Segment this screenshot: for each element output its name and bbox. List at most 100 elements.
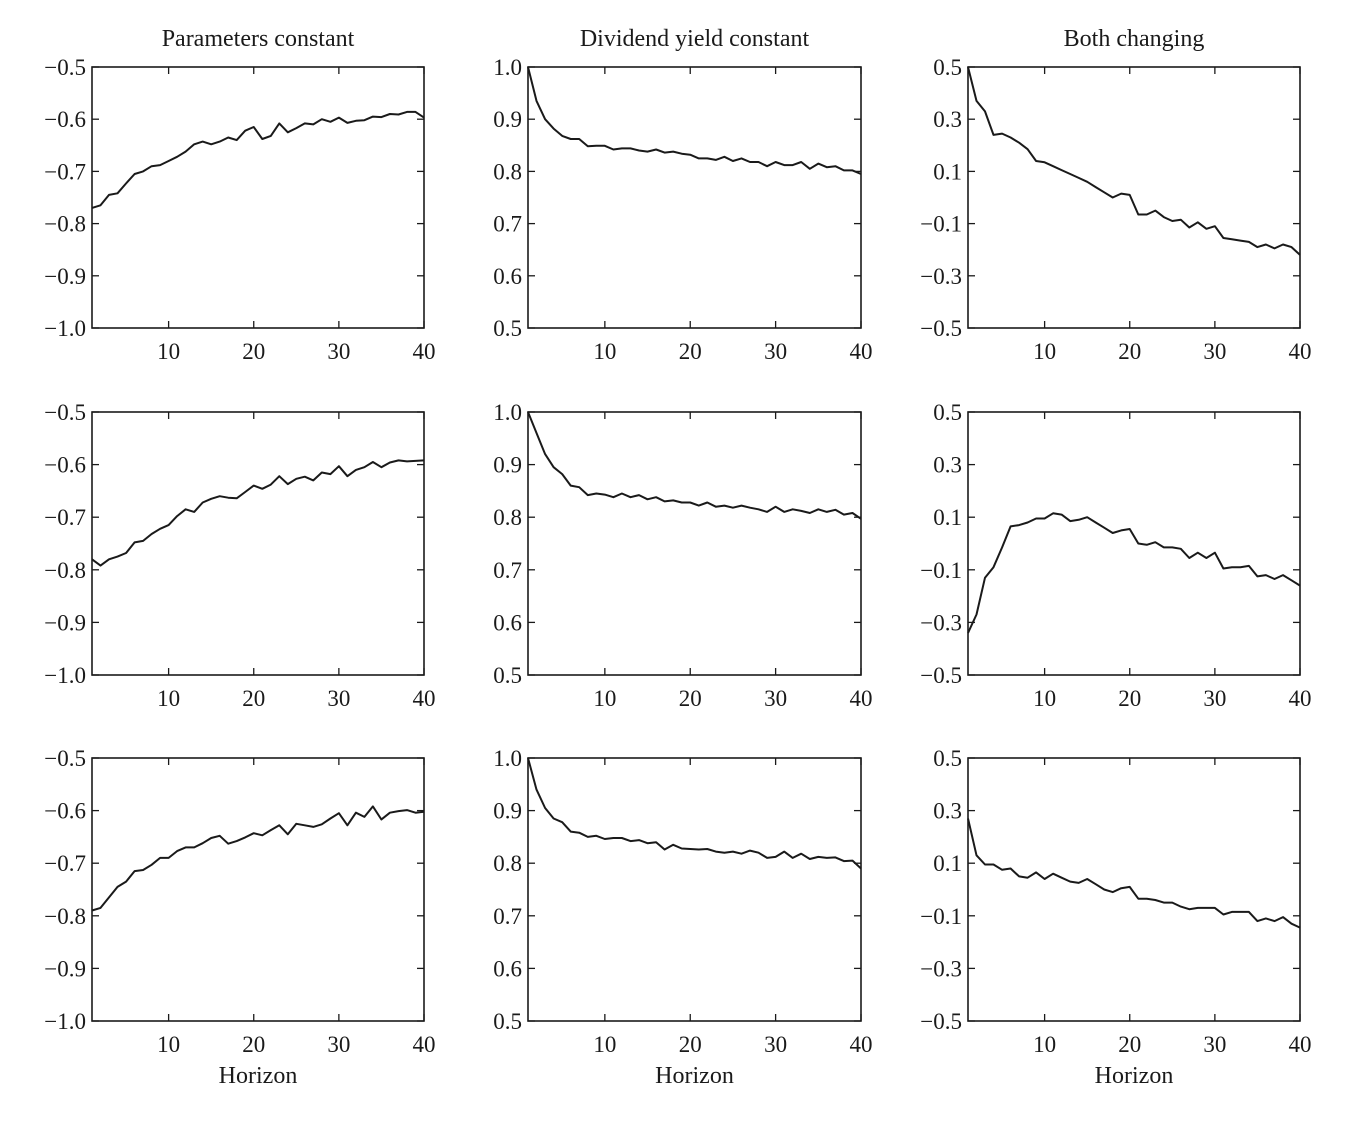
y-tick-label: −0.5: [44, 400, 86, 425]
x-tick-label: 20: [1118, 686, 1141, 711]
x-tick-label: 20: [1118, 1032, 1141, 1057]
y-tick-label: 0.6: [493, 956, 522, 981]
y-tick-label: −0.5: [920, 316, 962, 341]
x-tick-label: 10: [1033, 1032, 1056, 1057]
axes-frame: [527, 66, 862, 329]
x-tick-label: 20: [242, 686, 265, 711]
x-tick-label: 20: [679, 1032, 702, 1057]
panel-5: 0.5 0.6 0.7 0.8 0.9 1.0 10 20 30 40: [493, 400, 872, 711]
y-tick-label: 0.3: [933, 453, 962, 478]
y-tick-label: 1.0: [493, 400, 522, 425]
series-line: [967, 512, 1301, 634]
panel-9: −0.5 −0.3 −0.1 0.1 0.3 0.5 10 20 30 40 Horizon: [920, 746, 1311, 1089]
axes-frame: [91, 411, 425, 676]
x-tick-label: 40: [1289, 686, 1312, 711]
y-tick-label: −1.0: [44, 663, 86, 688]
axes-frame: [527, 411, 862, 676]
y-tick-label: −0.1: [920, 212, 962, 237]
y-tick-label: −0.7: [44, 159, 86, 184]
y-tick-label: 0.1: [933, 159, 962, 184]
y-tick-label: 1.0: [493, 55, 522, 80]
x-tick-label: 20: [242, 339, 265, 364]
x-tick-label: 30: [1203, 339, 1226, 364]
y-tick-label: −1.0: [44, 1009, 86, 1034]
y-tick-label: 0.7: [493, 904, 522, 929]
panel-6: −0.5 −0.3 −0.1 0.1 0.3 0.5 10 20 30 40: [920, 400, 1311, 711]
y-tick-label: −0.1: [920, 558, 962, 583]
y-tick-label: 0.5: [493, 1009, 522, 1034]
y-tick-label: −1.0: [44, 316, 86, 341]
y-tick-label: −0.8: [44, 212, 86, 237]
panel-1: −1.0 −0.9 −0.8 −0.7 −0.6 −0.5 10 20 30 40 Paramete…: [44, 26, 435, 364]
x-tick-label: 40: [413, 686, 436, 711]
y-tick-label: 0.9: [493, 453, 522, 478]
x-tick-label: 30: [1203, 1032, 1226, 1057]
y-tick-label: 0.9: [493, 799, 522, 824]
x-tick-label: 10: [593, 1032, 616, 1057]
y-tick-label: 0.8: [493, 159, 522, 184]
panel-grid: −1.0 −0.9 −0.8 −0.7 −0.6 −0.5 10 20 30 40 Paramete…: [44, 26, 1311, 1089]
panel-2: 0.5 0.6 0.7 0.8 0.9 1.0 10 20 30 40 Dividend yield…: [493, 26, 872, 364]
x-tick-label: 30: [327, 686, 350, 711]
axes-frame: [91, 757, 425, 1022]
y-tick-label: −0.9: [44, 610, 86, 635]
series-line: [967, 818, 1301, 929]
series-line: [967, 66, 1301, 256]
x-axis-label: Horizon: [219, 1063, 298, 1089]
x-axis-label: Horizon: [1095, 1063, 1174, 1089]
x-tick-label: 30: [1203, 686, 1226, 711]
x-tick-label: 20: [679, 686, 702, 711]
x-tick-label: 30: [327, 1032, 350, 1057]
y-tick-label: −0.5: [920, 1009, 962, 1034]
series-line: [527, 411, 862, 520]
panel-4: −1.0 −0.9 −0.8 −0.7 −0.6 −0.5 10 20 30 40: [44, 400, 435, 711]
series-line: [91, 110, 425, 209]
y-tick-label: −0.5: [44, 746, 86, 771]
x-tick-label: 10: [157, 1032, 180, 1057]
y-tick-label: 0.7: [493, 558, 522, 583]
y-tick-label: −0.6: [44, 107, 86, 132]
series-line: [91, 459, 425, 567]
y-tick-label: −0.9: [44, 264, 86, 289]
panel-title: Both changing: [1064, 26, 1205, 52]
x-tick-label: 40: [850, 1032, 873, 1057]
y-tick-label: −0.8: [44, 904, 86, 929]
y-tick-label: −0.5: [44, 55, 86, 80]
y-tick-label: −0.1: [920, 904, 962, 929]
y-tick-label: 1.0: [493, 746, 522, 771]
x-tick-label: 10: [593, 686, 616, 711]
x-tick-label: 20: [242, 1032, 265, 1057]
axes-frame: [967, 757, 1301, 1022]
y-tick-label: 0.1: [933, 505, 962, 530]
axes-frame: [967, 66, 1301, 329]
x-tick-label: 30: [327, 339, 350, 364]
y-tick-label: −0.8: [44, 558, 86, 583]
y-tick-label: −0.3: [920, 264, 962, 289]
x-tick-label: 40: [850, 686, 873, 711]
x-tick-label: 10: [1033, 686, 1056, 711]
x-axis-label: Horizon: [655, 1063, 734, 1089]
axes-frame: [967, 411, 1301, 676]
x-tick-label: 40: [1289, 1032, 1312, 1057]
y-tick-label: −0.6: [44, 799, 86, 824]
y-tick-label: 0.1: [933, 851, 962, 876]
y-tick-label: 0.3: [933, 107, 962, 132]
y-tick-label: 0.5: [933, 55, 962, 80]
y-tick-label: −0.7: [44, 851, 86, 876]
y-tick-label: 0.7: [493, 212, 522, 237]
x-tick-label: 30: [764, 1032, 787, 1057]
axes-frame: [91, 66, 425, 329]
x-tick-label: 10: [157, 686, 180, 711]
y-tick-label: 0.8: [493, 505, 522, 530]
x-tick-label: 40: [413, 339, 436, 364]
series-line: [527, 757, 862, 870]
y-tick-label: 0.3: [933, 799, 962, 824]
x-tick-label: 20: [1118, 339, 1141, 364]
y-tick-label: 0.6: [493, 610, 522, 635]
x-tick-label: 40: [413, 1032, 436, 1057]
series-line: [527, 66, 862, 175]
series-line: [91, 805, 425, 912]
y-tick-label: −0.3: [920, 956, 962, 981]
panel-8: 0.5 0.6 0.7 0.8 0.9 1.0 10 20 30 40 Horizon: [493, 746, 872, 1089]
